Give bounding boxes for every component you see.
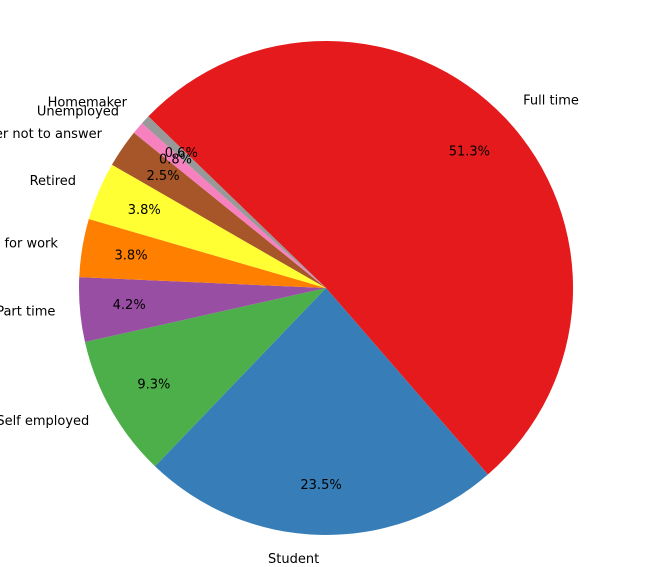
slice-label-prefer-not-to-answer: Prefer not to answer xyxy=(0,127,103,142)
slice-label-full-time: Full time xyxy=(523,94,579,109)
slice-percent-part-time: 4.2% xyxy=(113,298,146,313)
slice-percent-student: 23.5% xyxy=(300,478,341,493)
pie-slice-retired xyxy=(88,164,326,288)
pie-slice-full-time xyxy=(148,40,574,475)
slice-label-homemaker: Homemaker xyxy=(48,95,128,110)
pie-slice-student xyxy=(154,288,488,535)
slice-label-unemployed: Unemployed xyxy=(37,104,119,119)
pie-slice-part-time xyxy=(79,277,326,343)
pie-slice-prefer-not-to-answer xyxy=(111,132,326,288)
slice-percent-self-employed: 9.3% xyxy=(137,378,170,393)
slice-label-retired: Retired xyxy=(30,174,76,189)
slice-percent-looking-for-work: 3.8% xyxy=(115,248,148,263)
pie-slice-looking-for-work xyxy=(79,218,327,288)
slice-percent-homemaker: 0.6% xyxy=(165,146,198,161)
slice-label-student: Student xyxy=(268,552,319,567)
pie-slice-homemaker xyxy=(141,116,326,288)
slice-percent-full-time: 51.3% xyxy=(449,145,490,160)
pie-slice-self-employed xyxy=(84,288,326,467)
slice-percent-prefer-not-to-answer: 2.5% xyxy=(147,169,180,184)
slice-label-part-time: Part time xyxy=(0,304,55,319)
pie-slices xyxy=(79,40,574,535)
slice-label-looking-for-work: Looking for work xyxy=(0,236,58,251)
slice-percent-retired: 3.8% xyxy=(128,203,161,218)
slice-percent-unemployed: 0.8% xyxy=(159,152,192,167)
pie-slice-unemployed xyxy=(133,123,326,288)
slice-label-self-employed: Self employed xyxy=(0,414,89,429)
pie-labels: Full time 51.3% Student 23.5% Self employed 9… xyxy=(0,94,579,567)
